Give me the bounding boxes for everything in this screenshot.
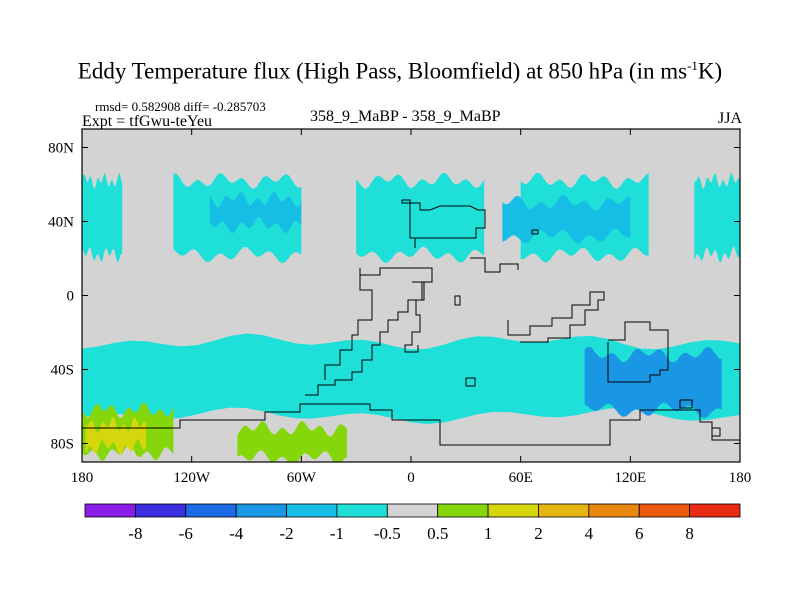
southeast-asia-outline [507, 291, 605, 343]
axis-ticks: 180 120W 60W 0 60E 120E 180 80N 40N 0 40S 80S [48, 129, 751, 486]
colorbar-label: 0.5 [427, 524, 448, 543]
sh-polar-yellow [85, 417, 146, 455]
x-tick-label: 60E [509, 470, 533, 486]
x-tick-label: 120W [173, 470, 211, 486]
colorbar-swatch [185, 503, 237, 518]
contour-fields [82, 129, 740, 462]
colorbar-label: -2 [279, 524, 293, 543]
antarctica-outline [82, 403, 740, 446]
australia-outline [607, 321, 669, 383]
colorbar-label: 4 [585, 524, 594, 543]
run-label: 358_9_MaBP - 358_9_MaBP [310, 108, 501, 125]
season-label: JJA [717, 110, 742, 127]
colorbar: -8 -6 -4 -2 -1 -0.5 0.5 1 2 4 6 8 [84, 503, 741, 543]
sh-midlat-band [82, 333, 740, 424]
x-tick-label: 120E [614, 470, 646, 486]
colorbar-swatch [588, 503, 640, 518]
nh-midlat-band-1 [82, 173, 123, 262]
y-tick-label: 80S [51, 437, 74, 453]
north-africa-outline [404, 281, 425, 353]
colorbar-label: 8 [685, 524, 694, 543]
colorbar-swatch [437, 503, 489, 518]
colorbar-swatch [538, 503, 590, 518]
colorbar-swatch [689, 503, 741, 518]
nh-north-pacific-core [209, 191, 302, 234]
colorbar-label: 1 [484, 524, 493, 543]
colorbar-swatch [84, 503, 136, 518]
colorbar-label: -8 [128, 524, 142, 543]
colorbar-label: -0.5 [374, 524, 401, 543]
colorbar-swatch [487, 503, 539, 518]
nh-midlat-band-5 [694, 173, 740, 263]
coastline [82, 199, 740, 446]
colorbar-label: 2 [534, 524, 543, 543]
greenland-outline [454, 229, 539, 306]
colorbar-swatch [386, 503, 439, 518]
nh-midlat-band-3 [356, 172, 485, 263]
south-america-west-outline [324, 268, 373, 380]
x-tick-label: 60W [287, 470, 317, 486]
india-outline [470, 257, 519, 273]
y-tick-label: 0 [67, 289, 75, 305]
madagascar-outline [465, 377, 476, 387]
y-tick-label: 80N [48, 141, 74, 157]
colorbar-swatch [286, 503, 338, 518]
colorbar-label: -4 [229, 524, 244, 543]
colorbar-swatch [336, 503, 388, 518]
new-zealand-outline [679, 399, 721, 437]
x-tick-label: 180 [71, 470, 94, 486]
y-tick-label: 40N [48, 215, 74, 231]
colorbar-label: -1 [330, 524, 344, 543]
africa-outline [401, 199, 486, 248]
colorbar-label: 6 [635, 524, 644, 543]
colorbar-swatch [638, 503, 691, 518]
south-america-outline [305, 267, 433, 396]
x-tick-label: 0 [407, 470, 415, 486]
colorbar-swatch [235, 503, 287, 518]
nh-east-asia-core [502, 194, 631, 244]
colorbar-label: -6 [179, 524, 193, 543]
stats-label: rmsd= 0.582908 diff= -0.285703 [95, 99, 266, 114]
sh-ross-green [237, 421, 348, 462]
x-tick-label: 180 [729, 470, 752, 486]
y-tick-label: 40S [51, 363, 74, 379]
experiment-label: Expt = tfGwu-teYeu [82, 113, 213, 130]
colorbar-swatch [134, 503, 187, 518]
chart-title: Eddy Temperature flux (High Pass, Bloomf… [77, 58, 723, 84]
